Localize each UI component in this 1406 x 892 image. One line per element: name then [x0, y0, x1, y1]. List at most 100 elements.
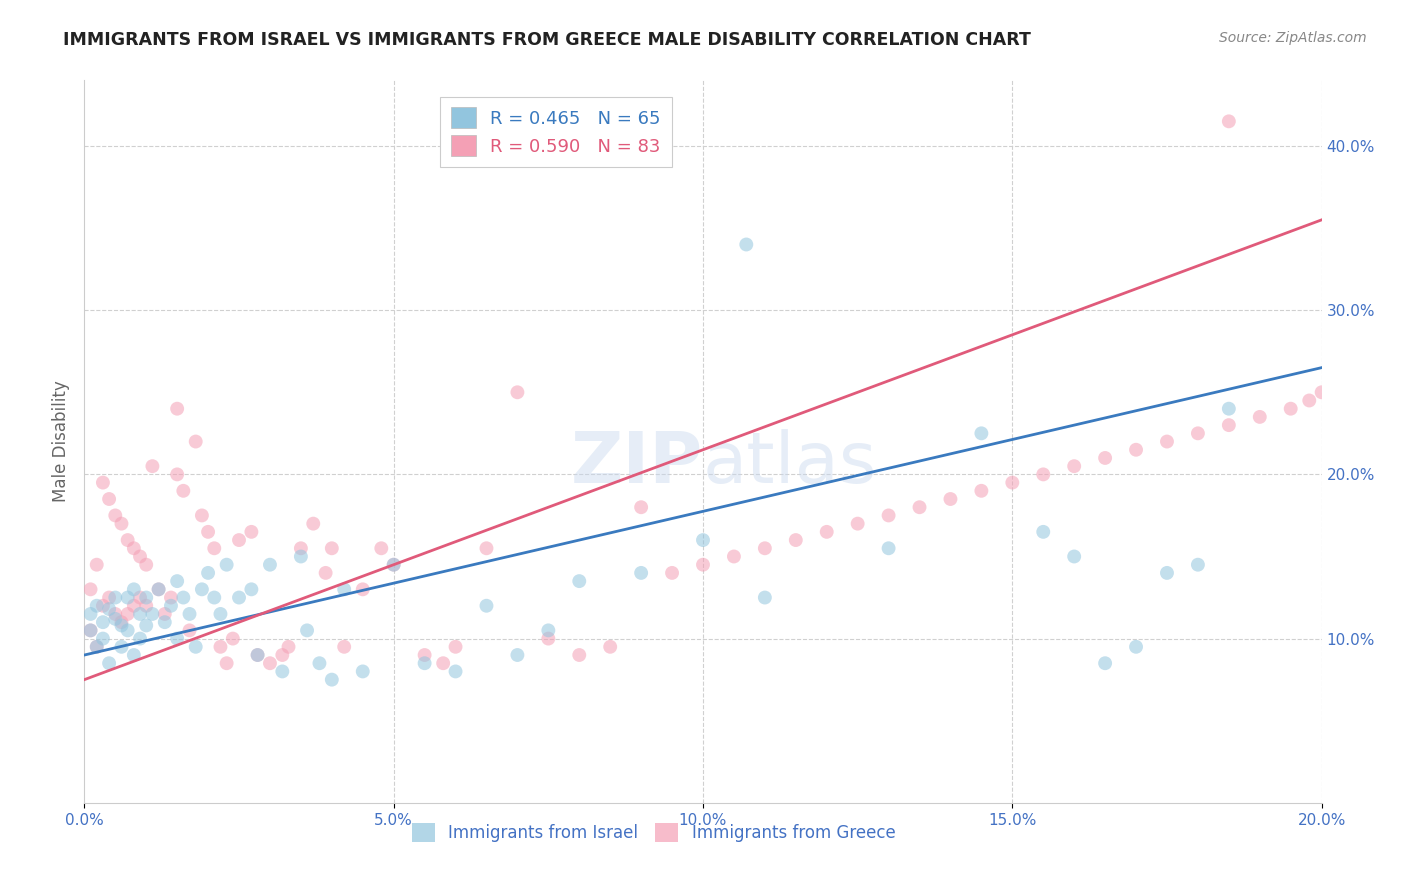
Point — [413, 648, 436, 662]
Point — [179, 624, 201, 638]
Point — [537, 632, 560, 646]
Text: Source: ZipAtlas.com: Source: ZipAtlas.com — [1219, 31, 1367, 45]
Point — [135, 558, 157, 572]
Point — [1218, 401, 1240, 416]
Point — [86, 640, 108, 654]
Point — [1125, 442, 1147, 457]
Point — [290, 541, 312, 556]
Point — [166, 632, 188, 646]
Point — [1249, 409, 1271, 424]
Point — [537, 624, 560, 638]
Point — [197, 524, 219, 539]
Point — [692, 558, 714, 572]
Point — [846, 516, 869, 531]
Point — [129, 591, 152, 605]
Point — [191, 582, 214, 597]
Point — [754, 541, 776, 556]
Point — [135, 591, 157, 605]
Text: atlas: atlas — [703, 429, 877, 498]
Point — [91, 632, 114, 646]
Point — [104, 508, 127, 523]
Point — [215, 558, 238, 572]
Point — [135, 618, 157, 632]
Point — [122, 582, 145, 597]
Point — [79, 624, 101, 638]
Point — [271, 648, 294, 662]
Point — [228, 533, 250, 547]
Point — [970, 483, 993, 498]
Point — [117, 533, 139, 547]
Point — [153, 607, 176, 621]
Point — [333, 640, 356, 654]
Point — [240, 582, 263, 597]
Point — [172, 483, 194, 498]
Point — [122, 541, 145, 556]
Point — [1279, 401, 1302, 416]
Point — [98, 602, 121, 616]
Point — [215, 657, 238, 671]
Legend: Immigrants from Israel, Immigrants from Greece: Immigrants from Israel, Immigrants from … — [405, 816, 903, 848]
Point — [1001, 475, 1024, 490]
Point — [246, 648, 269, 662]
Point — [382, 558, 405, 572]
Point — [117, 607, 139, 621]
Point — [79, 582, 101, 597]
Point — [172, 591, 194, 605]
Point — [630, 566, 652, 580]
Point — [129, 632, 152, 646]
Point — [277, 640, 299, 654]
Point — [970, 426, 993, 441]
Point — [160, 591, 183, 605]
Point — [939, 491, 962, 506]
Point — [1218, 114, 1240, 128]
Point — [1298, 393, 1320, 408]
Point — [1063, 459, 1085, 474]
Point — [352, 582, 374, 597]
Point — [815, 524, 838, 539]
Point — [444, 665, 467, 679]
Point — [117, 624, 139, 638]
Point — [754, 591, 776, 605]
Point — [382, 558, 405, 572]
Point — [79, 624, 101, 638]
Point — [129, 607, 152, 621]
Point — [877, 541, 900, 556]
Point — [110, 516, 132, 531]
Point — [122, 648, 145, 662]
Point — [321, 541, 343, 556]
Point — [302, 516, 325, 531]
Point — [246, 648, 269, 662]
Point — [444, 640, 467, 654]
Point — [568, 574, 591, 588]
Point — [908, 500, 931, 515]
Point — [141, 459, 163, 474]
Point — [209, 607, 232, 621]
Point — [148, 582, 170, 597]
Point — [630, 500, 652, 515]
Point — [209, 640, 232, 654]
Point — [506, 385, 529, 400]
Point — [166, 574, 188, 588]
Point — [228, 591, 250, 605]
Point — [1032, 467, 1054, 482]
Text: IMMIGRANTS FROM ISRAEL VS IMMIGRANTS FROM GREECE MALE DISABILITY CORRELATION CHA: IMMIGRANTS FROM ISRAEL VS IMMIGRANTS FRO… — [63, 31, 1031, 49]
Point — [568, 648, 591, 662]
Point — [179, 607, 201, 621]
Point — [197, 566, 219, 580]
Point — [202, 591, 225, 605]
Point — [432, 657, 454, 671]
Point — [723, 549, 745, 564]
Point — [1187, 426, 1209, 441]
Point — [135, 599, 157, 613]
Point — [1323, 368, 1346, 383]
Point — [1063, 549, 1085, 564]
Point — [321, 673, 343, 687]
Point — [370, 541, 392, 556]
Point — [692, 533, 714, 547]
Point — [308, 657, 330, 671]
Point — [1125, 640, 1147, 654]
Point — [98, 491, 121, 506]
Point — [110, 618, 132, 632]
Point — [1156, 434, 1178, 449]
Point — [1094, 450, 1116, 465]
